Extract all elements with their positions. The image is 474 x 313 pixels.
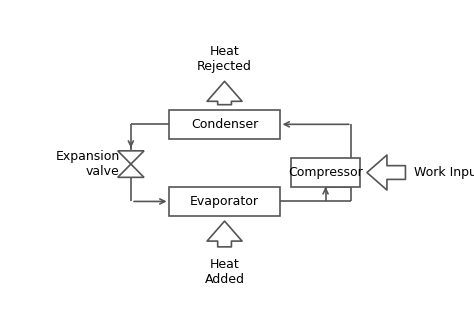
Text: Compressor: Compressor: [288, 166, 363, 179]
Text: Work Input: Work Input: [414, 166, 474, 179]
Text: Evaporator: Evaporator: [190, 195, 259, 208]
Text: Condenser: Condenser: [191, 118, 258, 131]
Polygon shape: [118, 151, 144, 164]
Text: Heat
Added: Heat Added: [205, 258, 245, 286]
Bar: [291, 158, 361, 187]
Polygon shape: [118, 164, 144, 177]
Text: Heat
Rejected: Heat Rejected: [197, 44, 252, 73]
Text: Expansion
valve: Expansion valve: [55, 150, 120, 178]
Bar: [169, 110, 280, 139]
Bar: [169, 187, 280, 216]
